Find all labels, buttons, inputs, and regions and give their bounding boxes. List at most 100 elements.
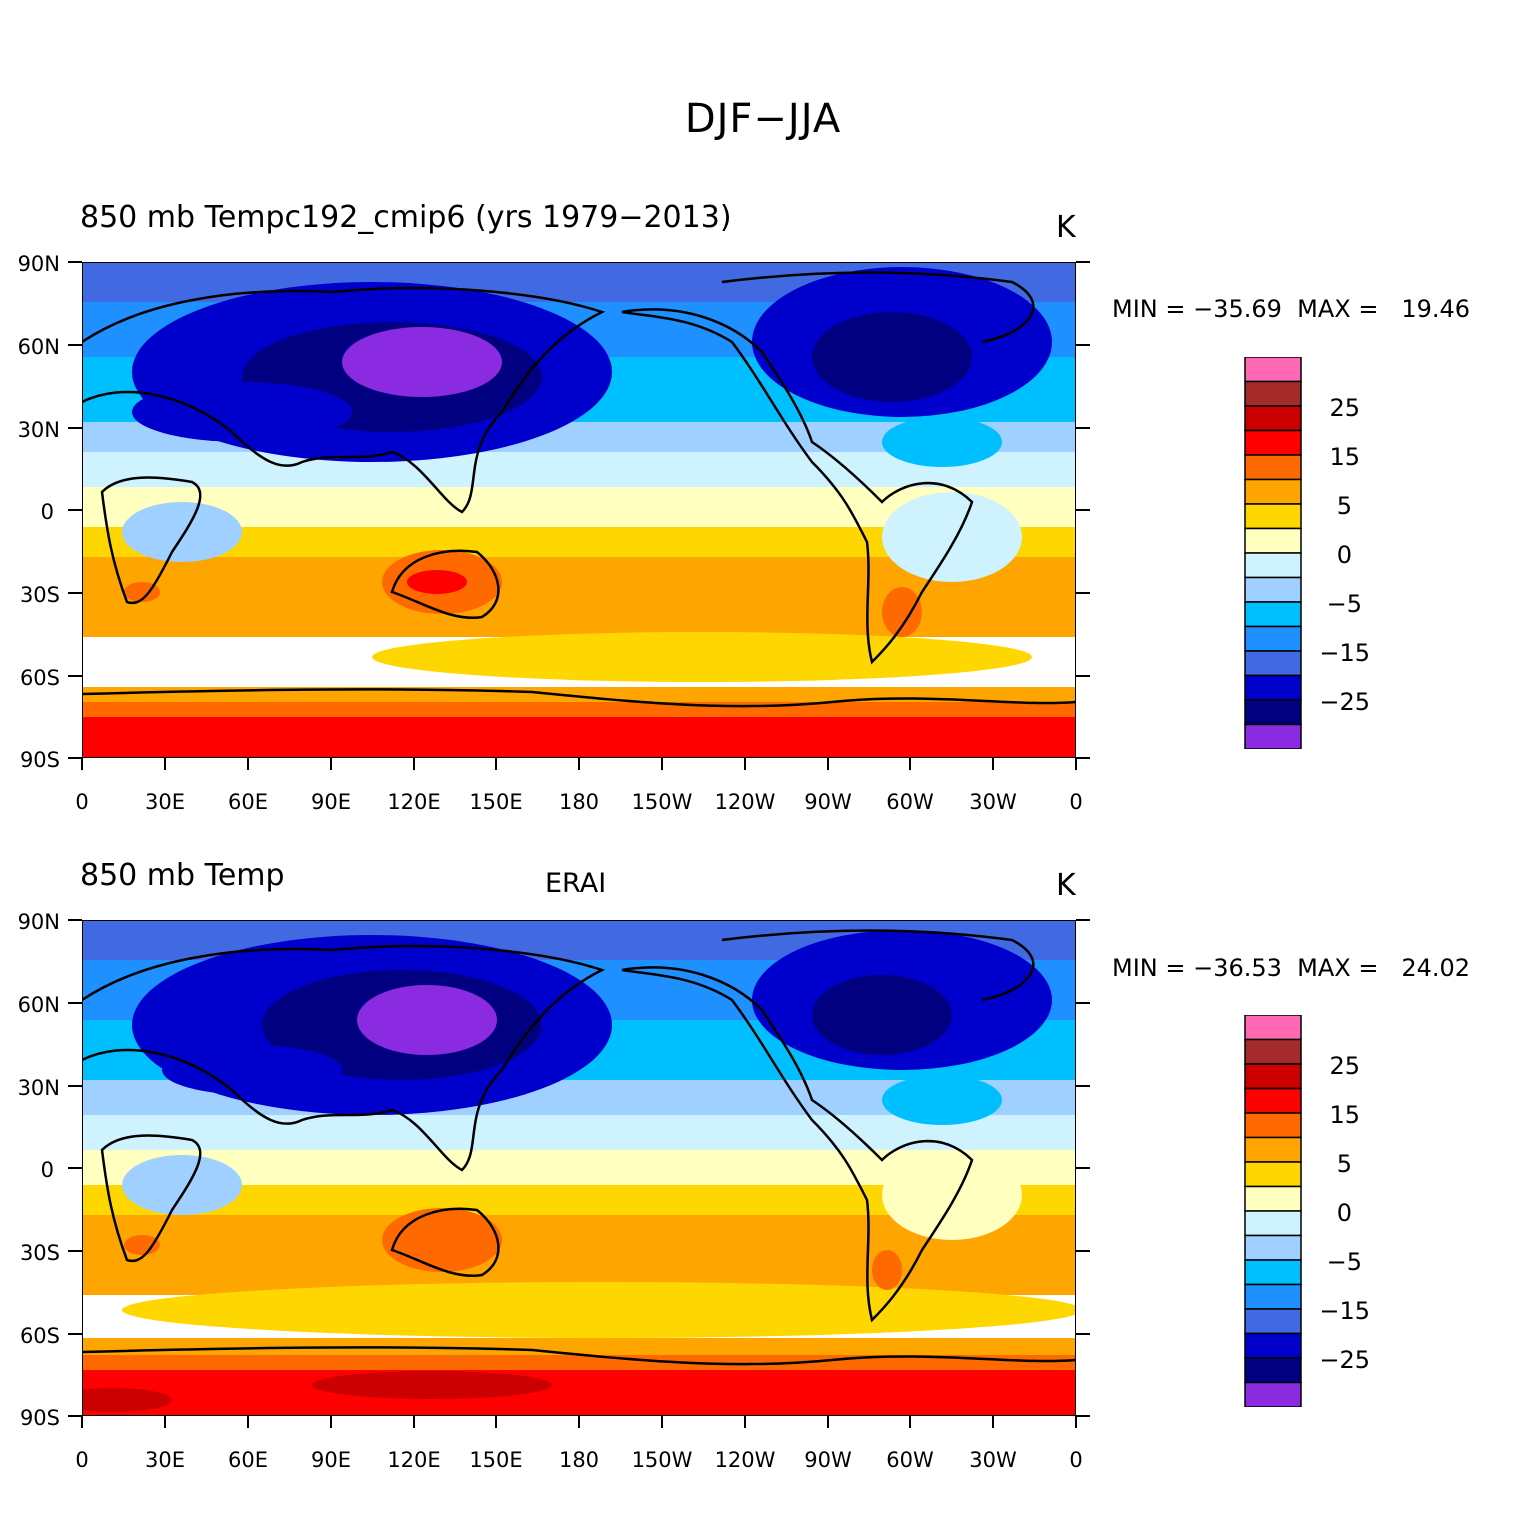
colorbar-swatch [1244,1063,1302,1090]
australia-coast [390,1207,500,1278]
colorbar-swatch [1244,552,1302,579]
panel-1-lon-tick: 90W [804,790,852,814]
panel-2-lon-tick: 150W [631,1448,693,1472]
panel-2-lon-tick: 150E [469,1448,523,1472]
panel-2-lon-tick: 60E [228,1448,268,1472]
arctic-coast [721,929,1035,1002]
colorbar-swatch [1244,1357,1302,1384]
panel-1-lat-tick: 90N [17,252,60,276]
panel-2-map [82,920,1076,1416]
band-southern-ocean [122,1282,1076,1338]
central-africa [122,1155,242,1215]
panel-1-units: K [1056,210,1076,245]
panel-2-lon-tick: 90W [804,1448,852,1472]
colorbar-swatch [1244,1259,1302,1286]
americas-coast [621,308,974,665]
figure-title: DJF−JJA [684,96,842,142]
colorbar-swatch [1244,503,1302,530]
siberia-min [357,985,497,1055]
band-polar-s-front [82,1338,1076,1360]
colorbar-swatch [1244,699,1302,726]
colorbar-1-label: −25 [1319,688,1370,716]
panel-2-lon-tick: 30E [145,1448,185,1472]
colorbar-2-label: 25 [1329,1052,1360,1080]
panel-1-lon-tick: 30W [969,790,1017,814]
eurasia-coast [82,286,606,514]
colorbar-swatch [1244,454,1302,481]
eurasia-coast [82,944,606,1172]
south-africa-warm [124,582,160,602]
amazon-region [882,492,1022,582]
colorbar-swatch [1244,1283,1302,1310]
patagonia-warm [872,1250,902,1290]
africa-coast [100,476,202,605]
canada-colder [812,312,972,402]
panel-1-lat-tick: 0 [40,500,54,524]
colorbar-swatch [1244,1381,1302,1407]
panel-2-units: K [1056,868,1076,903]
panel-2-lon-tick: 30W [969,1448,1017,1472]
panel-1-min-max: MIN = −35.69 MAX = 19.46 [1112,295,1471,323]
colorbar-swatch [1244,1308,1302,1335]
antarctica-coast [82,688,1076,708]
antarctica-core [312,1371,552,1399]
australia-hot-core [407,570,467,594]
colorbar-swatch [1244,429,1302,456]
panel-1-lon-tick: 120W [714,790,776,814]
colorbar-1-label: 0 [1336,541,1352,569]
colorbar-1-label: 5 [1336,492,1352,520]
panel-2-lon-tick: 90E [311,1448,351,1472]
amazon-region [882,1150,1022,1240]
australia-warm [382,1208,502,1272]
panel-1-ticks [68,261,1090,770]
middle-east-cold [132,382,352,442]
coastlines [82,271,1076,708]
australia-coast [390,549,500,620]
panel-2-lon-tick: 0 [75,1448,89,1472]
panel-1-lat-tick: 30N [17,418,60,442]
panel-2-lon-tick: 0 [1069,1448,1083,1472]
panel-1-lon-tick: 120E [387,790,441,814]
colorbar-2-label: −5 [1326,1248,1362,1276]
panel-2-lat-tick: 30S [19,1241,60,1265]
colorbar-2-label: 0 [1336,1199,1352,1227]
panel-2-lon-tick: 120E [387,1448,441,1472]
antarctica-coast [82,1346,1076,1366]
panel-1-lat-tick: 60N [17,335,60,359]
south-africa-warm [124,1235,160,1255]
colorbar-swatch [1244,1087,1302,1114]
colorbar-2-label: −25 [1319,1346,1370,1374]
panel-1-lat-tick: 90S [19,748,60,772]
colorbar-swatch [1244,1038,1302,1065]
panel-2-lat-tick: 30N [17,1076,60,1100]
colorbar-swatch [1244,601,1302,628]
panel-1-map [82,262,1076,758]
panel-1-lon-tick: 0 [1069,790,1083,814]
colorbar-swatch [1244,1332,1302,1359]
panel-1-lon-tick: 150W [631,790,693,814]
colorbar-1-label: 15 [1329,443,1360,471]
band-antarctica [82,1370,1076,1416]
panel-1-lon-tick: 150E [469,790,523,814]
gulf-mexico [882,1075,1002,1125]
colorbar-2-label: 15 [1329,1101,1360,1129]
band-southern-ocean [372,632,1032,682]
middle-east-cold [162,1045,342,1095]
canada-colder [812,975,952,1055]
panel-1-lon-tick: 60W [886,790,934,814]
panel-2-lat-tick: 60S [19,1324,60,1348]
band-antarctica [82,717,1076,758]
colorbar-swatch [1244,1210,1302,1237]
colorbar-swatch [1244,380,1302,407]
africa-coast [100,1134,202,1263]
siberia-min [342,327,502,397]
coastlines [82,929,1076,1366]
americas-coast [621,966,974,1323]
panel-2-lat-tick: 90N [17,910,60,934]
patagonia-warm [882,587,922,637]
panel-1-lon-tick: 90E [311,790,351,814]
central-africa [122,502,242,562]
arctic-coast [721,271,1035,344]
panel-1-lat-tick: 30S [19,583,60,607]
panel-1-lon-tick: 30E [145,790,185,814]
